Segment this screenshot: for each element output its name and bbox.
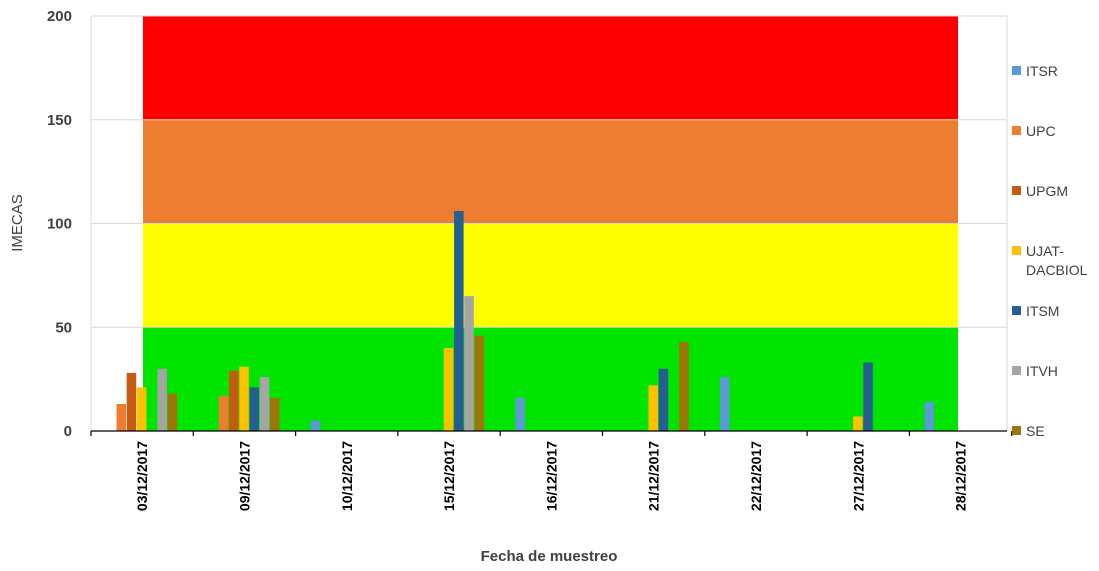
axes	[90, 16, 1013, 436]
band-3	[143, 16, 958, 120]
bar-itsr-2	[310, 420, 321, 431]
bar-ujat-dacbiol-5	[648, 385, 658, 431]
x-tick-label: 27/12/2017	[850, 441, 866, 511]
y-tick-label: 0	[64, 423, 72, 440]
bar-ujat-dacbiol-3	[443, 348, 454, 431]
bar-se-1	[270, 397, 280, 431]
bar-itvh-1	[259, 377, 270, 431]
bar-se-3	[474, 335, 485, 431]
bar-itvh-3	[464, 296, 474, 431]
legend-swatch-ujat-dacbiol	[1012, 246, 1021, 255]
x-tick-label: 15/12/2017	[441, 441, 457, 511]
gridlines	[91, 15, 1007, 328]
legend-swatch-itvh	[1012, 366, 1021, 375]
legend-label-ujat-dacbiol: UJAT-DACBIOL	[1026, 243, 1088, 278]
bar-itsr-4	[515, 397, 525, 431]
legend-swatch-upgm	[1012, 186, 1021, 195]
legend-label-itsm: ITSM	[1026, 303, 1059, 319]
bars	[116, 211, 935, 432]
bar-itsm-7	[863, 362, 873, 431]
legend-swatch-itsr	[1012, 66, 1021, 75]
x-tick-label: 28/12/2017	[953, 441, 969, 511]
bar-se-0	[167, 393, 178, 431]
bar-upgm-1	[229, 370, 239, 431]
legend-label-upgm: UPGM	[1026, 183, 1068, 199]
bar-ujat-dacbiol-0	[136, 387, 147, 431]
x-tick-label: 22/12/2017	[748, 441, 764, 511]
y-tick-label: 150	[47, 112, 72, 129]
bar-itvh-0	[157, 368, 167, 432]
y-tick-label: 50	[55, 319, 72, 336]
legend-swatch-itsm	[1012, 306, 1021, 315]
bar-itsr-8	[924, 401, 935, 431]
bar-itsm-3	[454, 211, 464, 431]
legend-label-se: SE	[1026, 423, 1045, 439]
bar-ujat-dacbiol-1	[239, 366, 249, 431]
bar-se-5	[679, 341, 689, 431]
x-tick-label: 16/12/2017	[543, 441, 559, 511]
x-tick-label: 21/12/2017	[646, 441, 662, 511]
legend-label-itsr: ITSR	[1026, 63, 1058, 79]
legend-label-itvh: ITVH	[1026, 363, 1058, 379]
bar-itsr-6	[720, 377, 730, 431]
y-tick-label: 200	[47, 8, 72, 25]
band-1	[143, 223, 958, 328]
legend-label-upc: UPC	[1026, 123, 1056, 139]
x-tick-label: 09/12/2017	[236, 441, 252, 511]
bar-upc-0	[116, 404, 126, 431]
band-2	[143, 119, 958, 224]
legend-swatch-upc	[1012, 126, 1021, 135]
x-axis-title: Fecha de muestreo	[481, 548, 618, 565]
bar-upgm-0	[126, 372, 137, 431]
bar-itsm-5	[658, 368, 669, 432]
x-tick-labels: 03/12/2017 09/12/2017 10/12/2017 15/12/2017…	[134, 441, 968, 511]
legend-swatch-se	[1012, 426, 1021, 435]
legend: ITSR UPC UPGM UJAT-DACBIOL ITSM ITVH SE	[1012, 63, 1088, 439]
x-tick-label: 10/12/2017	[339, 441, 355, 511]
bar-upc-1	[218, 395, 229, 431]
y-tick-labels: 0 50 100 150 200	[47, 8, 72, 440]
bar-itsm-1	[249, 387, 259, 431]
x-tick-label: 03/12/2017	[134, 441, 150, 511]
y-tick-label: 100	[47, 216, 72, 233]
background-bands	[143, 16, 958, 431]
y-axis-title: IMECAS	[9, 194, 26, 252]
bar-ujat-dacbiol-7	[853, 416, 863, 431]
